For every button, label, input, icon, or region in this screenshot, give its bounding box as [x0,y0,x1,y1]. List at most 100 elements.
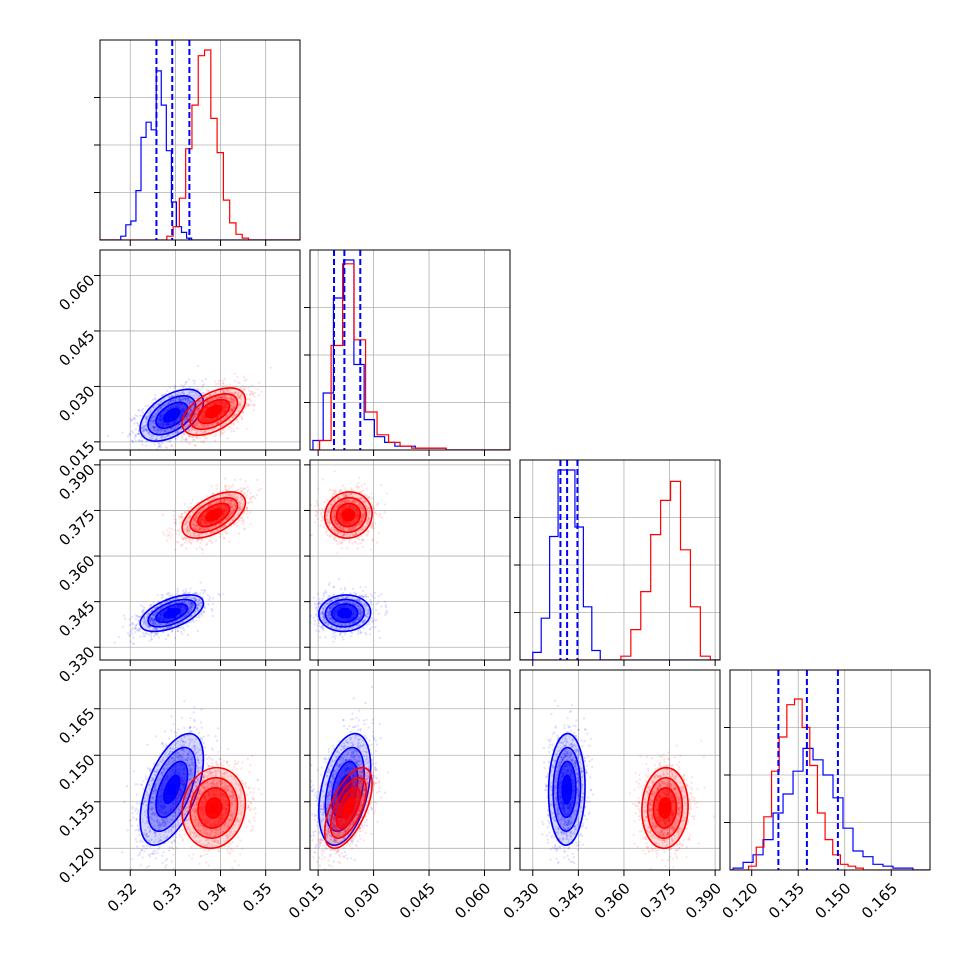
scatter-point [149,411,152,414]
scatter-point [184,398,187,401]
scatter-point [231,416,234,419]
scatter-point [253,395,256,398]
scatter-point [235,385,238,388]
scatter-point [163,428,166,431]
scatter-point [157,600,160,603]
scatter-point [180,398,183,401]
scatter-point [153,418,156,421]
scatter-point [190,606,193,609]
scatter-point [165,430,168,433]
scatter-point [172,399,175,402]
scatter-point [142,632,145,635]
scatter-point [212,597,215,600]
scatter-point [222,384,225,388]
scatter-point [182,627,185,630]
scatter-point [222,593,225,596]
scatter-point [160,437,163,440]
scatter-point [195,394,198,397]
scatter-point [247,386,250,389]
scatter-point [196,422,199,425]
scatter-point [193,395,196,398]
scatter-point [149,617,152,620]
scatter-point [240,405,243,409]
scatter-point [233,413,236,416]
scatter-point [178,419,181,422]
scatter-point [233,407,236,410]
scatter-point [145,439,148,443]
scatter-point [239,403,242,406]
scatter-point [140,424,143,427]
scatter-point [182,589,185,592]
scatter-point [197,601,200,604]
scatter-point [137,619,140,622]
scatter-point [194,391,197,394]
scatter-point [131,615,134,619]
scatter-point [230,403,233,406]
scatter-point [155,437,158,441]
scatter-point [227,428,230,431]
scatter-point [245,393,248,396]
scatter-point [146,415,149,418]
scatter-point [179,626,182,629]
scatter-point [184,398,187,402]
scatter-point [211,541,214,544]
scatter-point [167,603,170,607]
scatter-point [160,428,163,431]
scatter-point [249,400,252,403]
scatter-point [180,404,183,407]
scatter-point [150,438,153,441]
scatter-point [175,601,178,604]
scatter-point [202,424,205,427]
scatter-point [195,412,198,415]
scatter-point [206,401,209,404]
scatter-point [157,442,161,445]
scatter-point [231,409,234,412]
scatter-point [210,423,213,426]
scatter-point [211,423,214,426]
scatter-point [189,409,193,412]
scatter-point [142,429,145,432]
scatter-point [237,381,240,384]
scatter-point [196,408,199,411]
scatter-point [190,426,193,429]
scatter-point [151,616,154,619]
scatter-point [252,404,255,407]
scatter-point [196,365,199,368]
scatter-point [197,395,200,398]
scatter-point [183,426,186,429]
scatter-point [228,418,231,421]
scatter-point [195,607,198,610]
scatter-point [193,413,196,416]
scatter-point [174,437,177,440]
scatter-point [181,397,184,400]
scatter-point [146,431,149,434]
scatter-point [154,397,157,400]
scatter-point [184,398,187,401]
scatter-point [240,393,244,396]
scatter-point [233,429,236,433]
scatter-point [156,428,159,431]
scatter-point [218,395,221,398]
scatter-point [151,621,154,625]
scatter-point [161,435,164,438]
panel-body-1-1 [310,250,510,450]
scatter-point [135,617,138,620]
scatter-point [168,592,171,595]
histogram-a [100,70,300,240]
scatter-point [230,404,234,407]
scatter-point [150,633,153,636]
scatter-point [186,418,189,421]
scatter-point [171,426,174,429]
scatter-point [222,389,226,392]
scatter-point [152,635,156,638]
scatter-point [153,426,156,429]
scatter-point [165,446,169,449]
scatter-point [208,394,211,397]
scatter-point [175,428,179,431]
scatter-point [152,426,155,429]
scatter-point [231,415,234,418]
scatter-point [193,422,196,425]
scatter-point [238,403,241,406]
scatter-point [191,602,194,605]
scatter-point [218,420,222,423]
